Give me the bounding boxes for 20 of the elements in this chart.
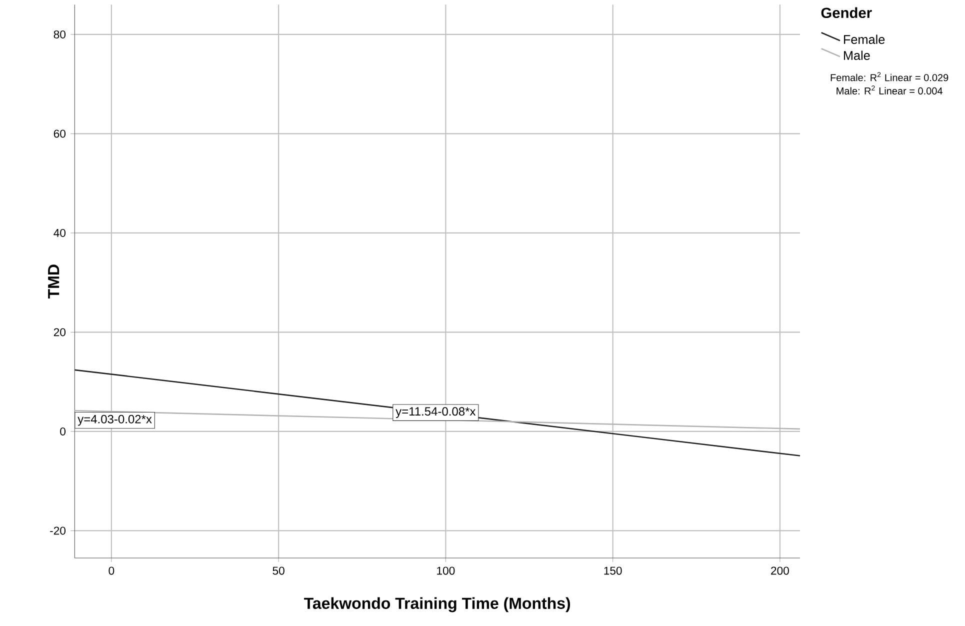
- y-tick-label: 40: [54, 228, 66, 237]
- legend-label: Female: [844, 34, 885, 44]
- y-tick-label: 60: [54, 130, 66, 138]
- legend-title: Gender: [821, 7, 872, 18]
- x-tick-label: 50: [272, 566, 284, 575]
- y-tick-label: 0: [60, 427, 66, 436]
- text: Male: R$^{2}$ Linear = 0.004: [836, 85, 942, 95]
- x-tick-label: 150: [604, 566, 622, 575]
- y-axis-title: TMD: [48, 264, 60, 298]
- text: Female: R$^{2}$ Linear = 0.029: [830, 72, 948, 82]
- y-tick-label: 20: [54, 328, 66, 336]
- y-tick-label: -20: [50, 526, 66, 535]
- legend-label: Male: [844, 50, 870, 60]
- annotation: y=4.03-0.02*x: [78, 414, 152, 426]
- y-tick-label: 80: [54, 30, 66, 38]
- annotation: y=11.54-0.08*x: [396, 407, 476, 418]
- x-tick-label: 0: [108, 566, 114, 575]
- x-tick-label: 100: [437, 566, 455, 575]
- x-tick-label: 200: [771, 566, 789, 575]
- x-axis-title: Taekwondo Training Time (Months): [304, 597, 570, 612]
